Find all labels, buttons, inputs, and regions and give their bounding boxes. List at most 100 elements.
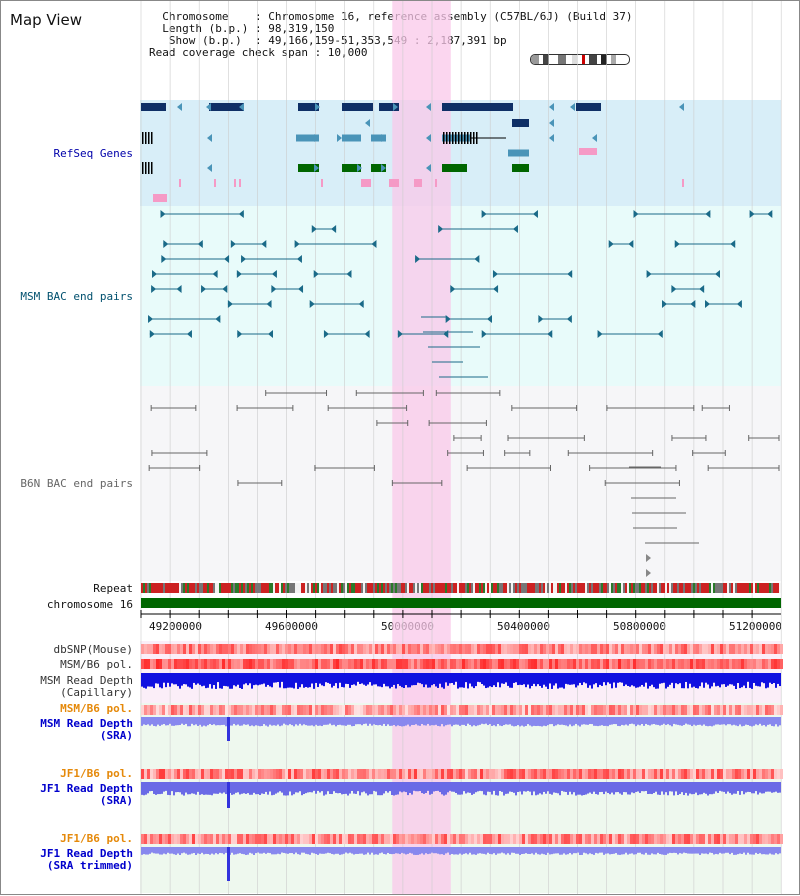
depth-bar [527,673,529,685]
depth-bar [779,847,781,854]
heat-cell [150,659,153,669]
depth-bar [663,847,665,855]
depth-bar [483,717,485,725]
chromosome-ideogram[interactable] [530,54,630,65]
depth-bar [463,717,465,725]
heat-cell [240,769,243,779]
gene-exon [467,132,469,144]
depth-bar [739,847,741,854]
depth-bar [475,717,477,727]
depth-bar [147,782,149,794]
depth-bar [385,847,387,855]
depth-bar [341,847,343,855]
heat-cell [219,834,222,844]
depth-bar [453,717,455,725]
heat-cell [234,705,237,715]
heat-cell [675,834,678,844]
heat-cell [738,705,741,715]
depth-bar [681,717,683,726]
depth-bar [249,717,251,727]
depth-bar [561,673,563,688]
depth-bar [365,782,367,794]
heat-cell [333,644,336,654]
gene-feature [371,134,386,142]
depth-bar [381,717,383,726]
depth-bar [485,782,487,796]
heat-cell [774,834,777,844]
depth-bar [247,847,249,855]
heat-cell [501,834,504,844]
heat-cell [537,834,540,844]
track-label-b6n-bac: B6N BAC end pairs [20,477,133,490]
heat-cell [345,644,348,654]
depth-bar [443,847,445,855]
depth-bar [759,782,761,793]
depth-bar [479,782,481,791]
heat-cell [255,769,258,779]
repeat-mark [327,583,329,593]
depth-bar [623,782,625,793]
depth-bar [255,717,257,726]
strand-arrow [597,330,603,338]
depth-bar [675,717,677,725]
depth-bar [367,782,369,796]
depth-bar [253,782,255,793]
depth-bar [691,847,693,854]
heat-cell [459,644,462,654]
heat-cell [450,834,453,844]
heat-cell [654,769,657,779]
heat-cell [369,659,372,669]
heat-cell [753,834,756,844]
depth-bar [263,847,265,853]
heat-cell [318,659,321,669]
repeat-mark [685,583,687,593]
heat-cell [216,644,219,654]
heat-cell [282,705,285,715]
repeat-mark [693,583,695,593]
heat-cell [423,769,426,779]
depth-bar [399,782,401,792]
gene-feature-pink [361,179,371,187]
depth-bar [489,847,491,854]
depth-bar [671,847,673,854]
depth-bar [547,717,549,726]
heat-cell [684,705,687,715]
heat-cell [279,644,282,654]
depth-bar [551,782,553,795]
depth-bar [257,717,259,726]
strand-arrow [227,300,233,308]
repeat-mark [745,583,747,593]
heat-cell [309,644,312,654]
depth-bar [671,717,673,727]
depth-bar [529,782,531,792]
depth-bar [513,782,515,793]
depth-bar [333,717,335,725]
depth-bar [531,847,533,854]
heat-cell [468,834,471,844]
depth-bar [445,782,447,795]
depth-bar [197,847,199,854]
heat-cell [483,769,486,779]
heat-cell [444,644,447,654]
heat-cell [414,769,417,779]
heat-cell [207,659,210,669]
depth-bar [587,847,589,855]
depth-bar [519,782,521,792]
heat-cell [363,659,366,669]
repeat-mark [547,583,549,593]
depth-bar [603,673,605,683]
heat-cell [372,659,375,669]
depth-bar [663,717,665,724]
heat-cell [588,659,591,669]
heat-cell [168,769,171,779]
heat-cell [372,769,375,779]
depth-bar [187,782,189,795]
depth-bar [265,847,267,854]
depth-bar [185,847,187,854]
heat-cell [141,705,144,715]
depth-bar [625,782,627,793]
depth-bar [495,673,497,687]
heat-cell [603,705,606,715]
heat-cell [729,644,732,654]
